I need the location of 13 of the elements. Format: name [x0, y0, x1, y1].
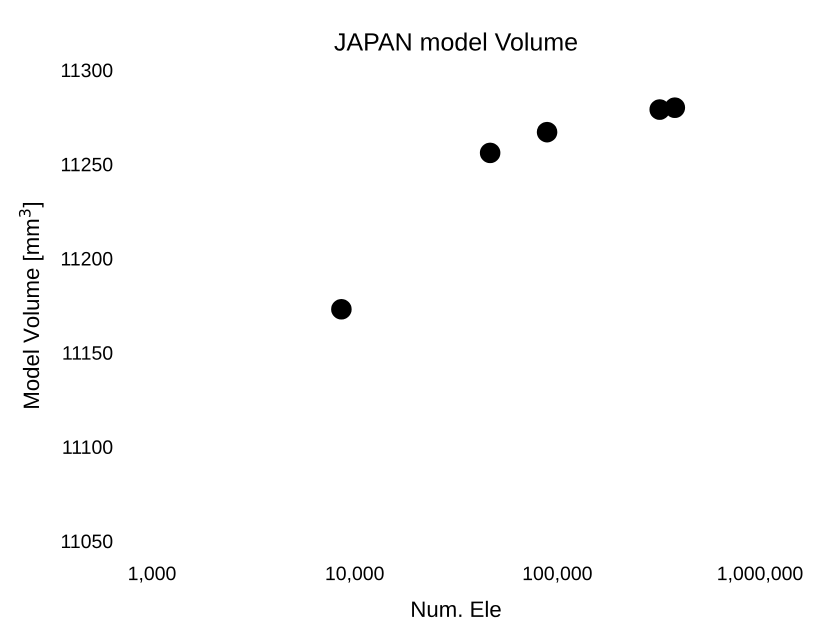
x-tick-label: 10,000	[326, 566, 384, 583]
y-tick-label: 11150	[63, 346, 112, 360]
chart-title: JAPAN model Volume	[334, 32, 577, 51]
x-tick-label: 1,000,000	[718, 566, 802, 583]
x-axis-title: Num. Ele	[412, 600, 501, 618]
y-tick-label: 11200	[62, 252, 112, 266]
y-tick-label: 11100	[63, 440, 112, 454]
x-tick-label: 1,000	[129, 566, 176, 583]
y-tick-label: 11250	[62, 158, 112, 172]
x-tick-label: 100,000	[524, 566, 592, 583]
y-axis-title: Model Volume [mm$^{3}$]	[18, 203, 44, 408]
y-tick-label: 11050	[62, 534, 112, 548]
y-tick-label: 11300	[62, 63, 112, 78]
